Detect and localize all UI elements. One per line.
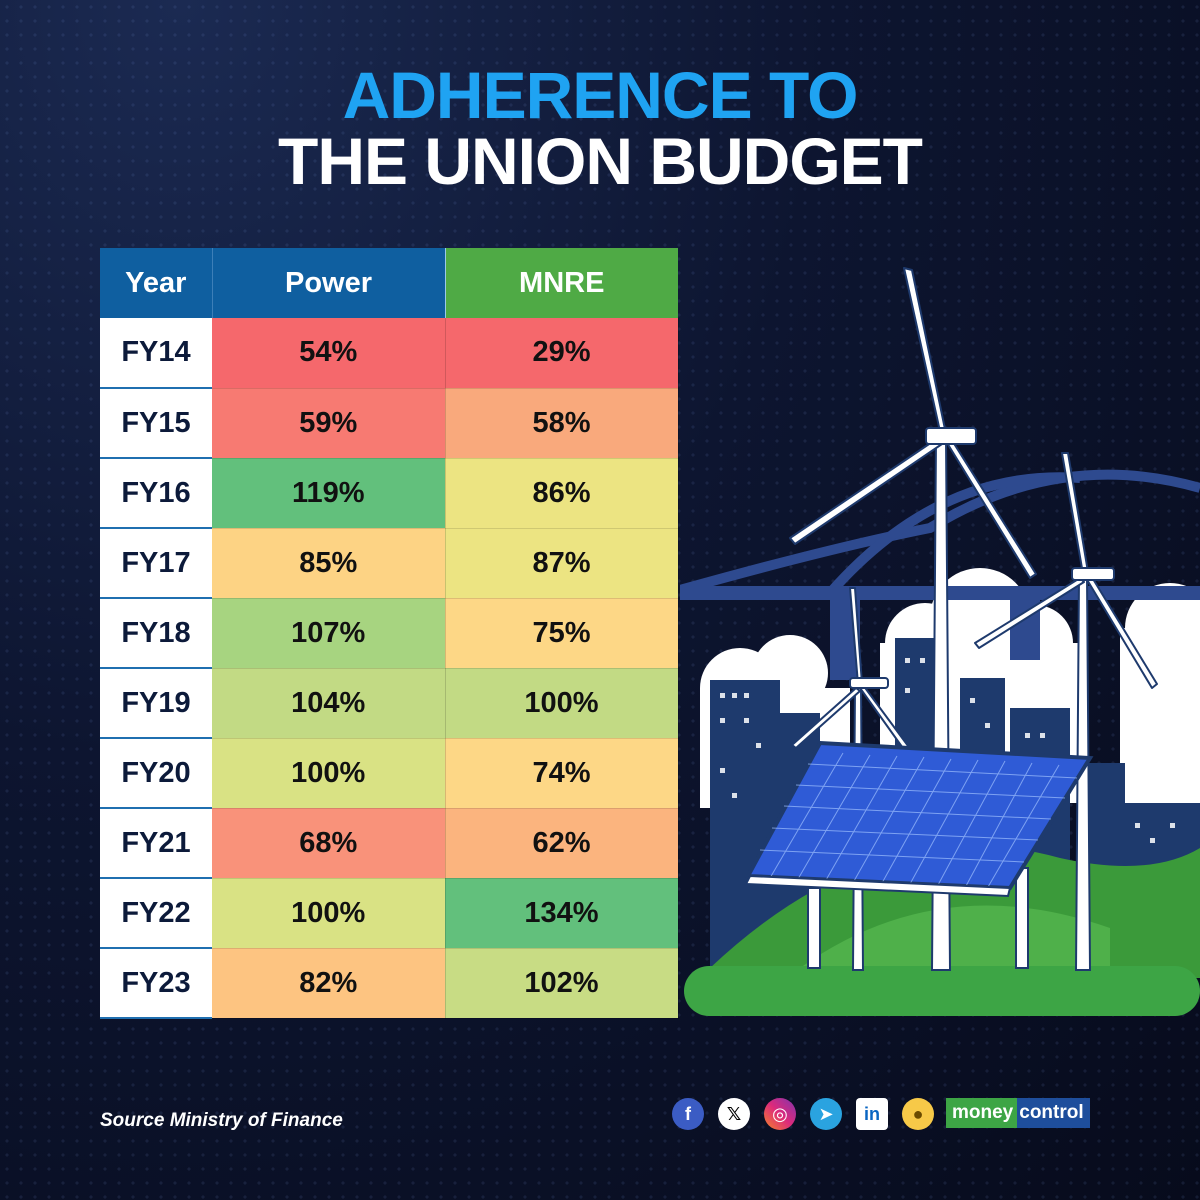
x-icon[interactable]: 𝕏 — [718, 1098, 750, 1130]
year-cell: FY17 — [100, 528, 212, 599]
table-row: FY18 107% 75% — [100, 598, 679, 669]
table-row: FY14 54% 29% — [100, 318, 679, 389]
mnre-cell: 75% — [445, 598, 679, 669]
power-cell: 82% — [212, 948, 446, 1019]
table-row: FY23 82% 102% — [100, 948, 679, 1019]
moneycontrol-logo: money control — [946, 1098, 1090, 1128]
header-mnre: MNRE — [445, 248, 678, 318]
power-cell: 54% — [212, 318, 446, 389]
table-row: FY20 100% 74% — [100, 738, 679, 809]
social-icons: f 𝕏 ◎ ➤ in ● — [672, 1098, 934, 1130]
mnre-cell: 29% — [445, 318, 679, 389]
power-cell: 100% — [212, 738, 446, 809]
power-cell: 68% — [212, 808, 446, 879]
year-cell: FY20 — [100, 738, 212, 809]
logo-part-control: control — [1017, 1098, 1090, 1128]
year-cell: FY21 — [100, 808, 212, 879]
logo-part-money: money — [946, 1098, 1018, 1128]
facebook-icon[interactable]: f — [672, 1098, 704, 1130]
mnre-cell: 62% — [445, 808, 679, 879]
header-power: Power — [212, 248, 446, 318]
budget-table: Year Power MNRE FY14 54% 29% FY15 59% 58% FY16… — [100, 248, 679, 1019]
mnre-cell: 134% — [445, 878, 679, 949]
power-cell: 85% — [212, 528, 446, 599]
power-cell: 100% — [212, 878, 446, 949]
table-row: FY22 100% 134% — [100, 878, 679, 949]
mnre-cell: 86% — [445, 458, 679, 529]
year-cell: FY15 — [100, 388, 212, 459]
mnre-cell: 87% — [445, 528, 679, 599]
table-row: FY19 104% 100% — [100, 668, 679, 739]
renewable-energy-illustration — [680, 267, 1200, 1016]
power-cell: 107% — [212, 598, 446, 669]
header-year: Year — [100, 248, 213, 318]
koo-icon[interactable]: ● — [902, 1098, 934, 1130]
year-cell: FY23 — [100, 948, 212, 1019]
mnre-cell: 100% — [445, 668, 679, 739]
table-row: FY15 59% 58% — [100, 388, 679, 459]
mnre-cell: 58% — [445, 388, 679, 459]
mnre-cell: 74% — [445, 738, 679, 809]
power-cell: 104% — [212, 668, 446, 739]
table-row: FY16 119% 86% — [100, 458, 679, 529]
year-cell: FY16 — [100, 458, 212, 529]
page-title: ADHERENCE TO THE UNION BUDGET — [0, 62, 1200, 194]
power-cell: 119% — [212, 458, 446, 529]
mnre-cell: 102% — [445, 948, 679, 1019]
title-line-2: THE UNION BUDGET — [278, 124, 923, 198]
telegram-icon[interactable]: ➤ — [810, 1098, 842, 1130]
year-cell: FY14 — [100, 318, 212, 389]
year-cell: FY22 — [100, 878, 212, 949]
year-cell: FY19 — [100, 668, 212, 739]
table-row: FY21 68% 62% — [100, 808, 679, 879]
table-row: FY17 85% 87% — [100, 528, 679, 599]
power-cell: 59% — [212, 388, 446, 459]
linkedin-icon[interactable]: in — [856, 1098, 888, 1130]
table-header-row: Year Power MNRE — [100, 248, 678, 318]
title-line-1: ADHERENCE TO — [342, 58, 859, 132]
year-cell: FY18 — [100, 598, 212, 669]
source-note: Source Ministry of Finance — [100, 1110, 343, 1131]
instagram-icon[interactable]: ◎ — [764, 1098, 796, 1130]
